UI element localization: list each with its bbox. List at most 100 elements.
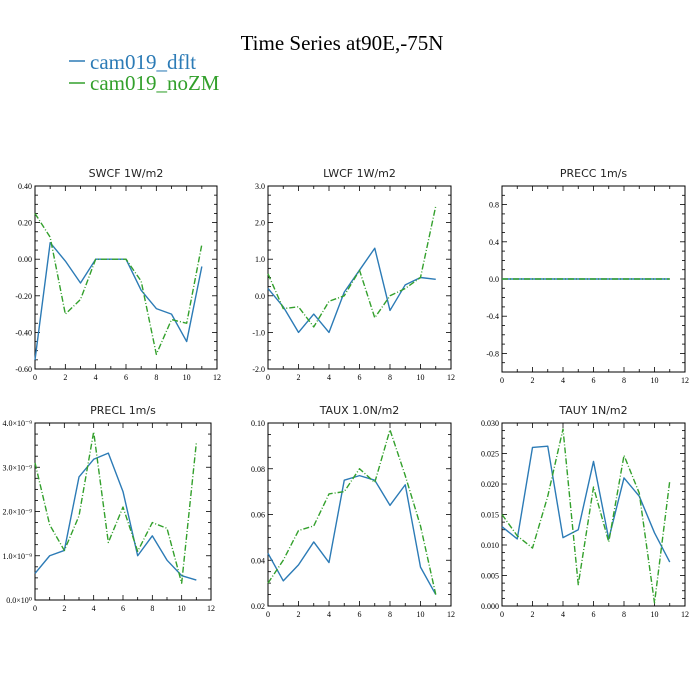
y-tick-label: -0.8	[486, 349, 499, 358]
x-tick-label: 10	[178, 604, 186, 613]
y-tick-label: 0.06	[251, 511, 265, 520]
series-line-tauy-dflt	[501, 445, 671, 563]
y-tick-label: 0.0×10⁰	[6, 596, 32, 605]
y-tick-label: 0.005	[481, 572, 499, 581]
x-tick-label: 0	[500, 610, 504, 619]
x-tick-label: 12	[213, 373, 221, 382]
x-tick-label: 0	[266, 373, 270, 382]
x-tick-label: 0	[33, 373, 37, 382]
x-tick-label: 12	[447, 373, 455, 382]
x-tick-label: 8	[388, 610, 392, 619]
x-tick-label: 8	[622, 376, 626, 385]
x-tick-label: 8	[150, 604, 154, 613]
x-tick-label: 10	[651, 610, 659, 619]
y-tick-label: -2.0	[252, 365, 265, 374]
plot-frame-swcf	[34, 185, 218, 370]
x-tick-label: 6	[592, 610, 596, 619]
series-line-tauy-nozm	[501, 428, 671, 604]
x-tick-label: 4	[94, 373, 98, 382]
x-tick-label: 6	[121, 604, 125, 613]
x-tick-label: 6	[358, 373, 362, 382]
y-tick-label: 0.8	[489, 201, 499, 210]
x-tick-label: 4	[561, 376, 565, 385]
x-tick-label: 2	[531, 376, 535, 385]
panel-title-swcf: SWCF 1W/m2	[89, 167, 164, 180]
y-tick-label: 0.000	[481, 602, 499, 611]
figure-title: Time Series at90E,-75N	[241, 31, 444, 55]
y-tick-label: 0.10	[251, 419, 265, 428]
panel-precl: PRECL 1m/s 0 2 4 6 8 10 12 0.0×10⁰ 1.0×10⁻⁹ 2.0×10…	[2, 404, 215, 613]
y-tick-label: 0.20	[18, 219, 32, 228]
y-tick-label: -0.20	[15, 292, 32, 301]
x-tick-label: 6	[124, 373, 128, 382]
series-line-lwcf-nozm	[267, 205, 437, 328]
y-tick-label: 0.02	[251, 602, 265, 611]
y-tick-label: 0.00	[18, 255, 32, 264]
x-tick-label: 12	[447, 610, 455, 619]
x-tick-label: 6	[358, 610, 362, 619]
panel-lwcf: LWCF 1W/m2 0 2 4 6 8 10 12 -2.0 -1.0 0.0 1.0 2.0 3.0	[252, 167, 455, 382]
x-tick-label: 4	[561, 610, 565, 619]
x-tick-label: 8	[622, 610, 626, 619]
x-tick-label: 12	[681, 376, 689, 385]
y-tick-label: 3.0×10⁻⁹	[2, 463, 32, 472]
y-tick-label: 1.0×10⁻⁹	[2, 552, 32, 561]
panel-title-tauy: TAUY 1N/m2	[558, 404, 627, 417]
series-line-lwcf-dflt	[267, 247, 436, 334]
panel-taux: TAUX 1.0N/m2 0 2 4 6 8 10 12 0.02 0.04 0.06 0.08 0.1…	[251, 404, 455, 619]
plot-frame-taux	[267, 422, 452, 607]
y-tick-label: 0.020	[481, 480, 499, 489]
y-tick-label: 0.08	[251, 465, 265, 474]
x-tick-label: 2	[297, 373, 301, 382]
series-line-swcf-nozm	[34, 213, 203, 356]
y-tick-label: 0.015	[481, 511, 499, 520]
panel-tauy: TAUY 1N/m2 0 2 4 6 8 10 12 0.000 0.005 0.010 0.015 0…	[481, 404, 689, 619]
panel-title-lwcf: LWCF 1W/m2	[323, 167, 396, 180]
y-tick-label: 2.0	[255, 219, 265, 228]
x-tick-label: 10	[651, 376, 659, 385]
series-line-swcf-dflt	[34, 242, 203, 360]
x-tick-label: 2	[63, 373, 67, 382]
y-tick-label: 0.4	[489, 238, 499, 247]
y-tick-label: 0.010	[481, 541, 499, 550]
y-tick-label: 4.0×10⁻⁹	[2, 419, 32, 428]
panel-title-taux: TAUX 1.0N/m2	[319, 404, 400, 417]
panels: SWCF 1W/m20 2 4 6 8 10 12-0.60-0.40-0.200.000.…	[2, 167, 689, 619]
x-tick-label: 8	[154, 373, 158, 382]
y-tick-label: 3.0	[255, 182, 265, 191]
plot-frame-tauy	[501, 422, 686, 607]
series-line-precl-nozm	[34, 431, 198, 584]
panel-precc: PRECC 1m/s 0 2 4 6 8 10 12 -0.8 -0.4 0.0 0.4 0.8	[486, 167, 689, 385]
series-line-taux-nozm	[267, 429, 437, 595]
x-tick-label: 0	[33, 604, 37, 613]
x-tick-label: 10	[183, 373, 191, 382]
series-line-taux-dflt	[267, 474, 437, 595]
series-line-precl-dflt	[34, 452, 197, 581]
panel-title-precl: PRECL 1m/s	[90, 404, 156, 417]
panel-title-precc: PRECC 1m/s	[560, 167, 628, 180]
y-tick-label: 0.025	[481, 450, 499, 459]
x-tick-label: 8	[388, 373, 392, 382]
y-tick-label: 0.030	[481, 419, 499, 428]
x-tick-label: 4	[92, 604, 96, 613]
x-tick-label: 12	[681, 610, 689, 619]
y-tick-label: -0.40	[15, 328, 32, 337]
y-tick-label: -1.0	[252, 328, 265, 337]
y-tick-label: 0.0	[255, 292, 265, 301]
y-tick-label: 2.0×10⁻⁹	[2, 508, 32, 517]
x-tick-label: 12	[207, 604, 215, 613]
x-tick-label: 2	[531, 610, 535, 619]
x-tick-label: 6	[592, 376, 596, 385]
legend-label-dflt: cam019_dflt	[90, 50, 196, 74]
y-tick-label: -0.4	[486, 312, 499, 321]
x-tick-label: 10	[417, 610, 425, 619]
x-tick-label: 2	[297, 610, 301, 619]
x-tick-label: 0	[500, 376, 504, 385]
y-tick-label: 0.0	[489, 275, 499, 284]
plot-frame-precl	[34, 422, 212, 601]
legend-label-nozm: cam019_noZM	[90, 71, 220, 95]
y-tick-label: 1.0	[255, 255, 265, 264]
x-tick-label: 10	[417, 373, 425, 382]
x-tick-label: 4	[327, 610, 331, 619]
